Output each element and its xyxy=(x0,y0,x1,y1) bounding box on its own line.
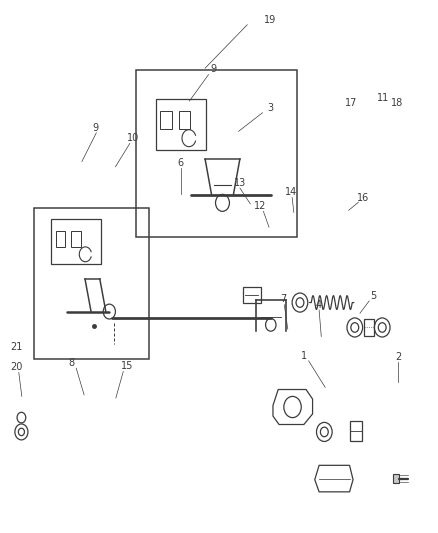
Text: 1: 1 xyxy=(301,351,307,361)
Text: 16: 16 xyxy=(357,192,369,203)
Text: 15: 15 xyxy=(121,361,134,371)
Bar xyxy=(51,219,102,264)
Text: 12: 12 xyxy=(254,201,266,211)
Bar xyxy=(71,231,81,247)
Text: 4: 4 xyxy=(315,300,321,310)
Text: 14: 14 xyxy=(285,187,297,197)
Bar xyxy=(136,70,297,237)
Text: 7: 7 xyxy=(280,294,286,304)
Text: 17: 17 xyxy=(345,98,357,108)
Bar xyxy=(156,100,206,150)
Text: 2: 2 xyxy=(395,352,402,361)
Text: 9: 9 xyxy=(92,123,98,133)
Bar xyxy=(34,208,149,359)
Bar xyxy=(243,287,261,303)
Bar xyxy=(350,421,362,441)
Text: 3: 3 xyxy=(267,103,273,114)
Text: 9: 9 xyxy=(211,64,217,74)
Text: 10: 10 xyxy=(127,133,139,143)
Text: 21: 21 xyxy=(11,342,23,352)
Text: 5: 5 xyxy=(370,290,376,301)
Text: 8: 8 xyxy=(69,358,75,368)
Text: 18: 18 xyxy=(391,98,403,108)
Text: 11: 11 xyxy=(378,93,390,103)
Bar xyxy=(393,474,399,483)
Bar xyxy=(364,319,374,336)
Text: 6: 6 xyxy=(178,158,184,167)
Bar xyxy=(179,111,190,128)
Bar xyxy=(56,231,65,247)
Text: 13: 13 xyxy=(234,177,246,188)
Text: 19: 19 xyxy=(264,15,276,26)
Bar xyxy=(160,111,172,128)
Text: 20: 20 xyxy=(11,362,23,372)
